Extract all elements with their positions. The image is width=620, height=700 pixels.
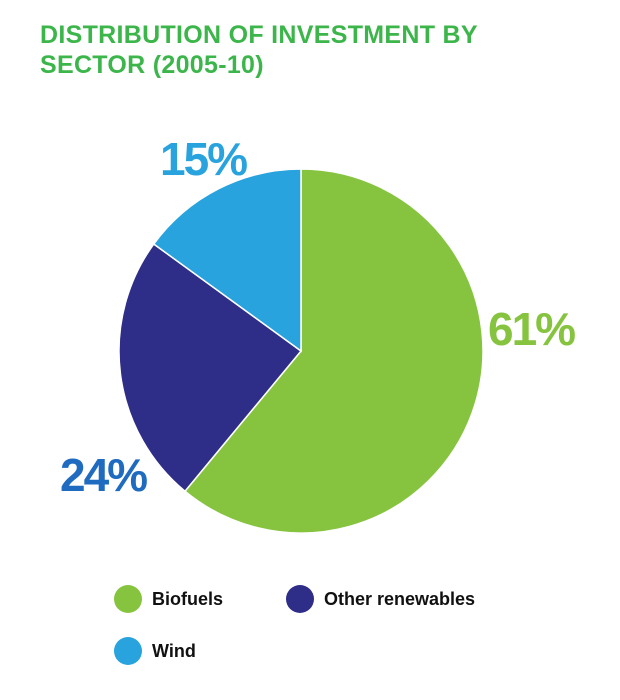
slice-label-other-renewables: 24%: [60, 449, 148, 501]
slice-label-biofuels: 61%: [488, 303, 576, 355]
legend-item-wind: Wind: [114, 637, 196, 665]
legend-label: Wind: [152, 640, 196, 661]
legend-swatch-biofuels: [114, 585, 142, 613]
chart-title: DISTRIBUTION OF INVESTMENT BY SECTOR (20…: [40, 21, 478, 79]
legend-label: Biofuels: [152, 588, 224, 609]
pie-slice-other-renewables: [118, 242, 303, 493]
pie-slice-wind: [152, 168, 302, 353]
pie-slice-biofuels: [183, 168, 484, 534]
legend-item-other-renewables: Other renewables: [286, 585, 475, 613]
legend-swatch-wind: [114, 637, 142, 665]
legend-swatch-other-renewables: [286, 585, 314, 613]
slice-label-wind: 15%: [160, 133, 248, 185]
legend-label: Other renewables: [324, 588, 476, 609]
legend-item-biofuels: Biofuels: [114, 585, 223, 613]
